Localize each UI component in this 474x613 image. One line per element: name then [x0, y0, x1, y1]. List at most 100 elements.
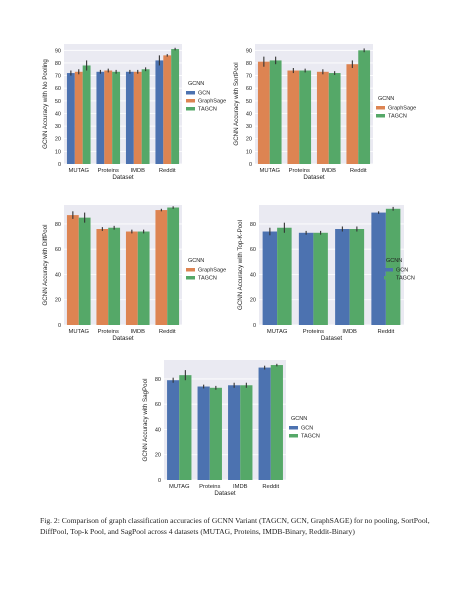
y-tick-label: 40	[246, 111, 252, 117]
legend-title: GCNN	[386, 258, 402, 264]
y-axis-label: GCNN Accuracy with SagPool	[142, 379, 149, 462]
y-tick-label: 10	[55, 149, 61, 155]
y-tick-label: 60	[246, 86, 252, 92]
chart-4: 0 20 40 60 80 MUTAG Proteins IMDB Reddit Dataset G…	[237, 205, 415, 342]
y-tick-label: 70	[246, 74, 252, 80]
x-tick-label: MUTAG	[68, 329, 89, 335]
bar-graphsage-mutag	[74, 71, 83, 164]
y-tick-label: 60	[250, 247, 256, 253]
legend-swatch-tagcn	[376, 114, 385, 118]
bar-tagcn-imdb	[137, 231, 150, 325]
bar-graphsage-proteins	[96, 229, 109, 325]
y-tick-label: 10	[246, 149, 252, 155]
bar-tagcn-reddit	[358, 50, 371, 164]
bar-gcn-mutag	[66, 73, 75, 164]
bar-graphsage-reddit	[163, 55, 172, 164]
legend-label-gcn: GCN	[301, 426, 313, 432]
x-axis-label: Dataset	[321, 335, 343, 342]
bar-graphsage-reddit	[346, 64, 359, 164]
legend: GCNN GCN GraphSage TAGCN	[186, 81, 226, 113]
bar-tagcn-mutag	[269, 60, 282, 164]
bar-tagcn-mutag	[82, 65, 91, 164]
legend-label-tagcn: TAGCN	[396, 276, 415, 282]
y-tick-label: 0	[249, 162, 252, 168]
chart-2: 0 10 20 30 40 50 60 70 80 90 MUTAG Proteins IMDB Redd…	[233, 44, 416, 181]
bar-tagcn-proteins	[112, 71, 121, 164]
bar-gcn-mutag	[262, 231, 278, 325]
x-tick-label: MUTAG	[259, 168, 280, 174]
legend: GCNN GraphSage TAGCN	[376, 96, 416, 120]
bar-tagcn-reddit	[270, 365, 283, 480]
chart-1: 0 10 20 30 40 50 60 70 80 90 MUTAG Proteins IMDB Redd…	[42, 44, 226, 181]
legend-label-tagcn: TAGCN	[198, 107, 217, 113]
legend-title: GCNN	[188, 81, 204, 87]
legend: GCNN GCN TAGCN	[289, 416, 320, 440]
chart-5: 0 20 40 60 80 MUTAG Proteins IMDB Reddit Dataset G…	[142, 360, 320, 497]
y-axis-label: GCNN Accuracy with DiffPool	[42, 224, 49, 305]
legend-label-gcn: GCN	[198, 91, 210, 97]
bar-tagcn-proteins	[299, 70, 312, 164]
bar-gcn-reddit	[258, 367, 271, 480]
legend-swatch-graphsage	[376, 106, 385, 110]
x-tick-label: Proteins	[98, 329, 119, 335]
x-tick-label: Reddit	[377, 329, 394, 335]
legend-swatch-gcn	[186, 91, 195, 95]
bar-graphsage-proteins	[104, 70, 113, 164]
y-tick-label: 50	[246, 99, 252, 105]
legend-swatch-gcn	[384, 268, 393, 272]
y-tick-label: 90	[246, 48, 252, 54]
legend-label-graphsage: GraphSage	[388, 106, 416, 112]
y-axis-label: GCNN Accuracy with No Pooling	[42, 59, 49, 149]
y-axis-label: GCNN Accuracy with Top-K-Pool	[237, 220, 244, 310]
x-tick-label: MUTAG	[267, 329, 288, 335]
y-tick-label: 60	[55, 86, 61, 92]
bar-gcn-imdb	[125, 71, 134, 164]
x-tick-label: Proteins	[98, 168, 119, 174]
bar-tagcn-imdb	[349, 229, 365, 325]
x-axis-label: Dataset	[214, 490, 236, 497]
y-axis-label: GCNN Accuracy with SortPool	[233, 62, 240, 145]
y-tick-label: 70	[55, 74, 61, 80]
y-tick-label: 0	[58, 162, 61, 168]
bar-gcn-proteins	[96, 71, 105, 164]
y-tick-label: 80	[250, 222, 256, 228]
y-tick-label: 50	[55, 99, 61, 105]
bar-tagcn-mutag	[277, 227, 292, 325]
legend-swatch-graphsage	[186, 268, 195, 272]
legend-label-gcn: GCN	[396, 268, 408, 274]
bar-gcn-proteins	[197, 386, 210, 480]
legend: GCNN GraphSage TAGCN	[186, 258, 226, 282]
bar-gcn-imdb	[335, 229, 350, 325]
legend-swatch-tagcn	[186, 107, 195, 111]
x-tick-label: MUTAG	[68, 168, 89, 174]
legend: GCNN GCN TAGCN	[384, 258, 415, 282]
y-tick-label: 60	[155, 402, 161, 408]
x-tick-label: Reddit	[350, 168, 367, 174]
y-tick-label: 40	[155, 427, 161, 433]
x-tick-label: Reddit	[159, 329, 176, 335]
y-tick-label: 20	[246, 137, 252, 143]
legend-label-graphsage: GraphSage	[198, 268, 226, 274]
legend-swatch-tagcn	[289, 434, 298, 438]
bar-gcn-mutag	[167, 380, 180, 480]
x-tick-label: Proteins	[199, 484, 220, 490]
legend-label-tagcn: TAGCN	[301, 434, 320, 440]
x-tick-label: IMDB	[233, 484, 248, 490]
bar-tagcn-proteins	[209, 387, 222, 480]
y-tick-label: 80	[155, 377, 161, 383]
x-tick-label: Reddit	[159, 168, 176, 174]
bar-graphsage-proteins	[287, 70, 300, 164]
figure-caption: Fig. 2: Comparison of graph classificati…	[40, 516, 430, 536]
y-tick-label: 90	[55, 48, 61, 54]
x-tick-label: IMDB	[322, 168, 337, 174]
legend-title: GCNN	[291, 416, 307, 422]
x-tick-label: IMDB	[131, 329, 146, 335]
y-tick-label: 30	[55, 124, 61, 130]
x-tick-label: MUTAG	[169, 484, 190, 490]
y-tick-label: 80	[55, 222, 61, 228]
y-tick-label: 0	[253, 323, 256, 329]
x-axis-label: Dataset	[112, 174, 134, 181]
bar-tagcn-reddit	[171, 49, 180, 165]
y-tick-label: 20	[155, 453, 161, 459]
